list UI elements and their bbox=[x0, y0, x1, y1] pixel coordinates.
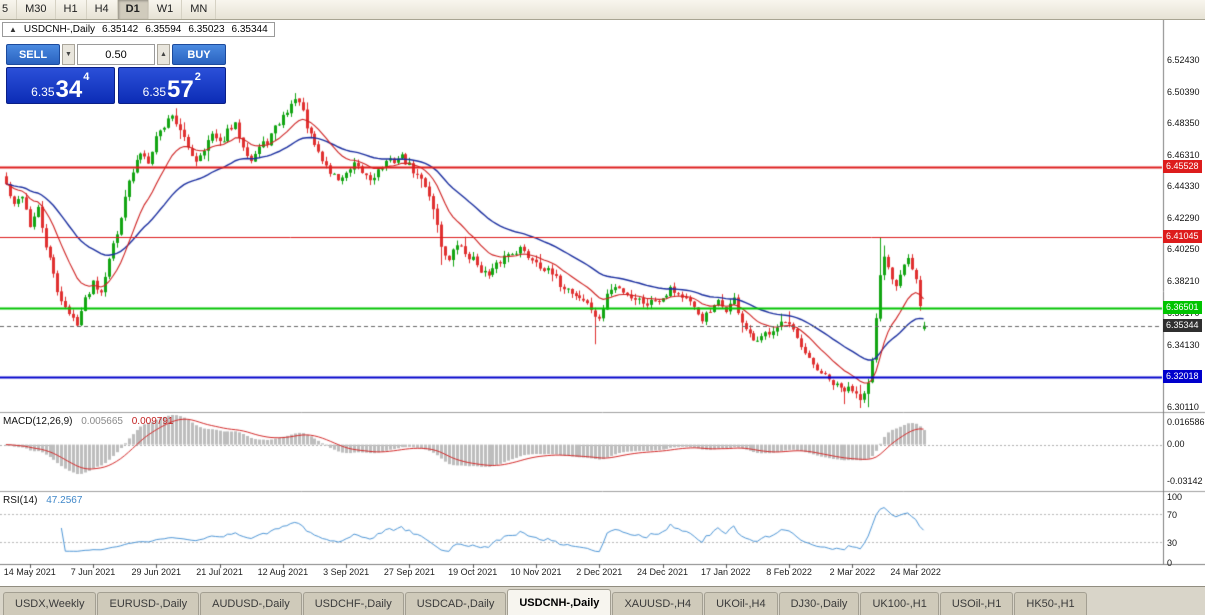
macd-name: MACD(12,26,9) bbox=[3, 416, 73, 427]
chart-tab-audusd[interactable]: AUDUSD-,Daily bbox=[200, 592, 302, 615]
chart-tab-dj30[interactable]: DJ30-,Daily bbox=[778, 592, 860, 615]
chart-tab-hk50[interactable]: HK50-,H1 bbox=[1014, 592, 1087, 615]
ohlc-low: 6.35023 bbox=[188, 24, 225, 35]
chart-tabs-bar: USDX,Weekly EURUSD-,Daily AUDUSD-,Daily USD… bbox=[0, 586, 1205, 615]
timeframe-toolbar: 5 M30 H1 H4 D1 W1 MN bbox=[0, 0, 1205, 20]
ask-price-pips: 57 bbox=[167, 76, 194, 103]
volume-decrease-button[interactable]: ▼ bbox=[62, 44, 75, 65]
timeframe-button-mn[interactable]: MN bbox=[182, 0, 217, 19]
rsi-name: RSI(14) bbox=[3, 495, 38, 506]
ask-price-display: 6.35 57 2 bbox=[117, 67, 226, 104]
ohlc-high: 6.35594 bbox=[145, 24, 182, 35]
chart-tab-usdcnh[interactable]: USDCNH-,Daily bbox=[507, 589, 612, 615]
buy-button[interactable]: BUY bbox=[172, 44, 226, 65]
collapse-trade-panel-icon[interactable]: ▲ bbox=[9, 25, 17, 34]
ask-price-base: 6.35 bbox=[142, 85, 167, 99]
ohlc-open: 6.35142 bbox=[102, 24, 139, 35]
symbol-title: USDCNH-,Daily bbox=[23, 24, 96, 35]
chart-tab-ukoil[interactable]: UKOil-,H4 bbox=[704, 592, 778, 615]
macd-signal-value: 0.009791 bbox=[131, 416, 174, 427]
chart-tab-eurusd[interactable]: EURUSD-,Daily bbox=[97, 592, 200, 615]
bid-price-display: 6.35 34 4 bbox=[6, 67, 115, 104]
chart-tab-usdchf[interactable]: USDCHF-,Daily bbox=[302, 592, 404, 615]
rsi-indicator-label: RSI(14) 47.2567 bbox=[3, 495, 82, 506]
bid-price-point: 4 bbox=[83, 71, 90, 83]
timeframe-button-h4[interactable]: H4 bbox=[87, 0, 118, 19]
chart-tab-xauusd[interactable]: XAUUSD-,H4 bbox=[612, 592, 704, 615]
timeframe-button-w1[interactable]: W1 bbox=[149, 0, 183, 19]
timeframe-button-m30[interactable]: M30 bbox=[17, 0, 56, 19]
ask-price-point: 2 bbox=[194, 71, 201, 83]
symbol-info-bar: ▲ USDCNH-,Daily 6.35142 6.35594 6.35023 … bbox=[2, 22, 275, 37]
chart-tab-uk100[interactable]: UK100-,H1 bbox=[860, 592, 939, 615]
macd-indicator-label: MACD(12,26,9) 0.005665 0.009791 bbox=[3, 416, 173, 427]
one-click-trading-panel: SELL ▼ ▲ BUY 6.35 34 4 6.35 57 2 bbox=[6, 44, 226, 104]
volume-input[interactable] bbox=[77, 44, 155, 65]
macd-main-value: 0.005665 bbox=[81, 416, 123, 427]
volume-increase-button[interactable]: ▲ bbox=[157, 44, 170, 65]
ohlc-close: 6.35344 bbox=[231, 24, 268, 35]
triangle-down-icon: ▼ bbox=[65, 51, 72, 58]
sell-button[interactable]: SELL bbox=[6, 44, 60, 65]
rsi-value: 47.2567 bbox=[46, 495, 83, 506]
bid-price-base: 6.35 bbox=[31, 85, 55, 99]
bid-price-pips: 34 bbox=[55, 76, 83, 103]
timeframe-button-d1[interactable]: D1 bbox=[117, 0, 149, 19]
triangle-up-icon: ▲ bbox=[160, 51, 167, 58]
chart-tab-usdx[interactable]: USDX,Weekly bbox=[3, 592, 97, 615]
timeframe-button-h1[interactable]: H1 bbox=[56, 0, 87, 19]
chart-tab-usoil[interactable]: USOil-,H1 bbox=[939, 592, 1014, 615]
timeframe-button-m5[interactable]: 5 bbox=[0, 0, 18, 19]
chart-tab-usdcad[interactable]: USDCAD-,Daily bbox=[404, 592, 507, 615]
